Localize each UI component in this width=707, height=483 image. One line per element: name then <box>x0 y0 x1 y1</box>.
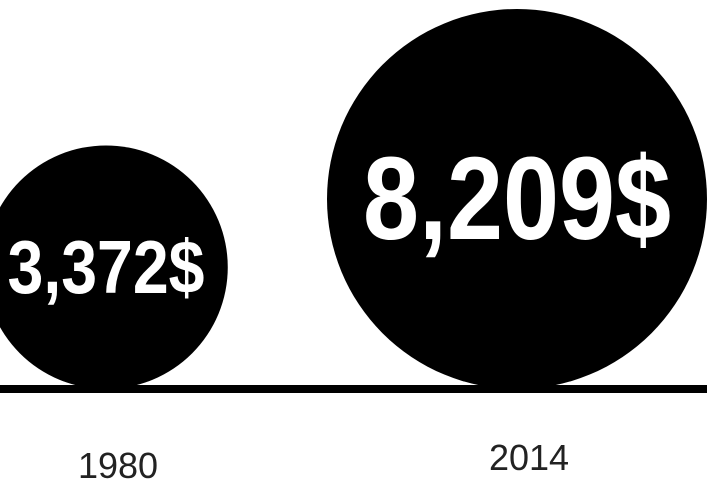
year-label-group: 1980 2014 <box>78 437 569 483</box>
bubble-2014 <box>327 9 707 389</box>
year-label-1980: 1980 <box>78 445 158 483</box>
bubble-group: 3,372$ 8,209$ <box>0 9 707 389</box>
year-label-2014: 2014 <box>489 437 569 478</box>
bubble-value-label-2014: 8,209$ <box>363 133 671 265</box>
bubble-value-label-1980: 3,372$ <box>8 225 205 309</box>
bubble-1980 <box>0 145 228 389</box>
